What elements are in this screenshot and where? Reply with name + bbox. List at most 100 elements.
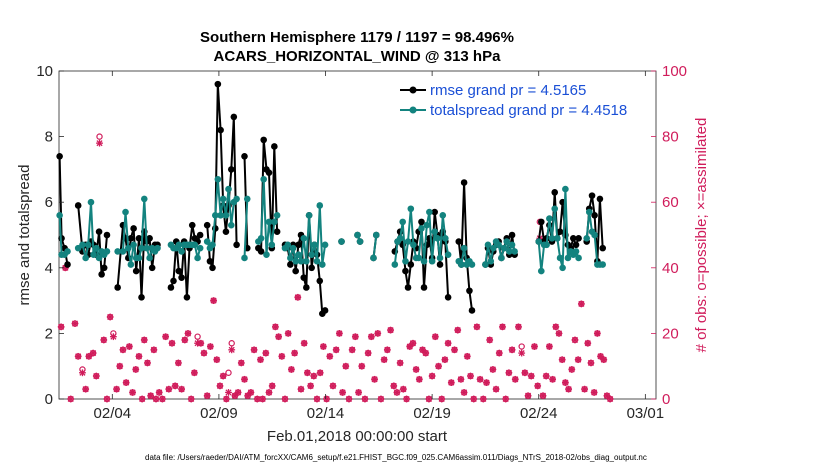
totalspread-point xyxy=(222,212,230,219)
obs-assimilated-point xyxy=(316,369,324,377)
obs-assimilated-point xyxy=(383,346,391,354)
obs-assimilated-point xyxy=(168,339,176,347)
obs-assimilated-point xyxy=(303,369,311,377)
obs-assimilated-point xyxy=(345,395,353,403)
totalspread-point xyxy=(308,251,315,258)
totalspread-point xyxy=(209,241,216,249)
obs-assimilated-point xyxy=(119,346,127,354)
obs-assimilated-point xyxy=(178,385,185,393)
obs-assimilated-point xyxy=(250,346,258,354)
obs-assimilated-point xyxy=(222,395,230,403)
obs-assimilated-point xyxy=(278,352,286,360)
obs-assimilated-point xyxy=(140,336,148,344)
totalspread-point xyxy=(500,244,508,252)
obs-assimilated-point xyxy=(82,385,90,393)
totalspread-point xyxy=(508,241,516,249)
obs-assimilated-point xyxy=(571,336,579,344)
obs-assimilated-point xyxy=(495,349,503,357)
obs-assimilated-point xyxy=(100,336,108,344)
totalspread-point xyxy=(140,195,148,203)
rmse-point xyxy=(556,228,564,236)
totalspread-point xyxy=(214,175,222,183)
obs-assimilated-point xyxy=(593,330,601,337)
obs-assimilated-point xyxy=(231,392,239,400)
totalspread-point xyxy=(564,254,572,262)
obs-assimilated-point xyxy=(476,375,484,383)
obs-assimilated-point xyxy=(483,379,490,386)
rmse-point xyxy=(271,143,278,150)
legend: rmse grand pr = 4.5165 totalspread grand… xyxy=(400,82,627,119)
rmse-point xyxy=(138,294,145,301)
obs-assimilated-point xyxy=(470,395,478,403)
axis-ticks: 02/04 02/09 02/14 02/19 02/24 03/010246810020… xyxy=(36,63,687,422)
obs-assimilated-point xyxy=(508,346,516,354)
obs-assimilated-point xyxy=(518,349,526,357)
obs-assimilated-point xyxy=(67,395,75,403)
rmse-point xyxy=(588,192,596,199)
obs-assimilated-point xyxy=(555,330,563,337)
obs-assimilated-point xyxy=(144,359,151,367)
x-axis-label: Feb.01,2018 00:00:00 start xyxy=(267,428,448,445)
totalspread-point xyxy=(225,185,232,193)
totalspread-point xyxy=(178,248,185,255)
totalspread-point xyxy=(271,218,278,226)
totalspread-point xyxy=(297,257,305,265)
totalspread-point xyxy=(138,244,145,252)
obs-assimilated-point xyxy=(241,375,248,383)
totalspread-point xyxy=(535,238,543,245)
obs-assimilated-point xyxy=(129,389,136,396)
totalspread-point xyxy=(444,251,452,258)
totalspread-point xyxy=(338,238,345,245)
totalspread-point xyxy=(553,234,561,242)
totalspread-point xyxy=(124,244,132,252)
obs-assimilated-point xyxy=(159,395,166,403)
obs-assimilated-point xyxy=(561,379,569,386)
obs-assimilated-point xyxy=(297,385,305,393)
obs-assimilated-point xyxy=(581,385,588,393)
obs-assimilated-point xyxy=(106,313,114,321)
rmse-point xyxy=(303,284,310,291)
rmse-point xyxy=(98,271,105,278)
obs-assimilated-point xyxy=(197,339,205,347)
rmse-point xyxy=(114,284,121,291)
rmse-point xyxy=(431,208,438,216)
legend-rmse-marker xyxy=(409,86,417,94)
obs-assimilated-point xyxy=(527,372,535,380)
totalspread-point xyxy=(487,257,495,265)
rmse-point xyxy=(273,228,281,236)
y-tick-label-left: 8 xyxy=(45,129,53,146)
obs-assimilated-point xyxy=(200,349,208,357)
obs-assimilated-point xyxy=(165,385,173,393)
obs-assimilated-point xyxy=(85,352,93,360)
totalspread-line-segment xyxy=(284,204,327,266)
obs-assimilated-point xyxy=(473,323,481,331)
obs-assimilated-point xyxy=(135,352,143,360)
rmse-point xyxy=(407,261,415,268)
legend-spread-marker xyxy=(409,106,417,114)
totalspread-point xyxy=(146,254,153,262)
obs-assimilated-point xyxy=(71,320,79,327)
totalspread-point xyxy=(64,248,71,255)
totalspread-point xyxy=(460,244,468,252)
totalspread-point xyxy=(543,241,550,249)
totalspread-point xyxy=(572,248,580,255)
totalspread-line-segment xyxy=(372,234,378,259)
obs-assimilated-point xyxy=(294,293,302,301)
totalspread-point xyxy=(90,251,97,258)
totalspread-point xyxy=(434,234,441,242)
totalspread-point xyxy=(321,241,329,249)
totalspread-point xyxy=(287,254,294,262)
totalspread-point xyxy=(396,234,404,242)
obs-assimilated-point xyxy=(247,389,255,396)
totalspread-point xyxy=(82,254,89,262)
totalspread-point xyxy=(468,261,476,268)
totalspread-point xyxy=(410,241,417,249)
rmse-point xyxy=(402,267,409,275)
totalspread-point xyxy=(556,254,564,262)
obs-assimilated-point xyxy=(275,333,283,341)
obs-assimilated-point xyxy=(492,385,500,393)
totalspread-point xyxy=(391,261,399,268)
obs-assimilated-point xyxy=(380,356,388,364)
y-tick-label-right: 60 xyxy=(662,194,679,211)
obs-assimilated-point xyxy=(457,375,465,383)
